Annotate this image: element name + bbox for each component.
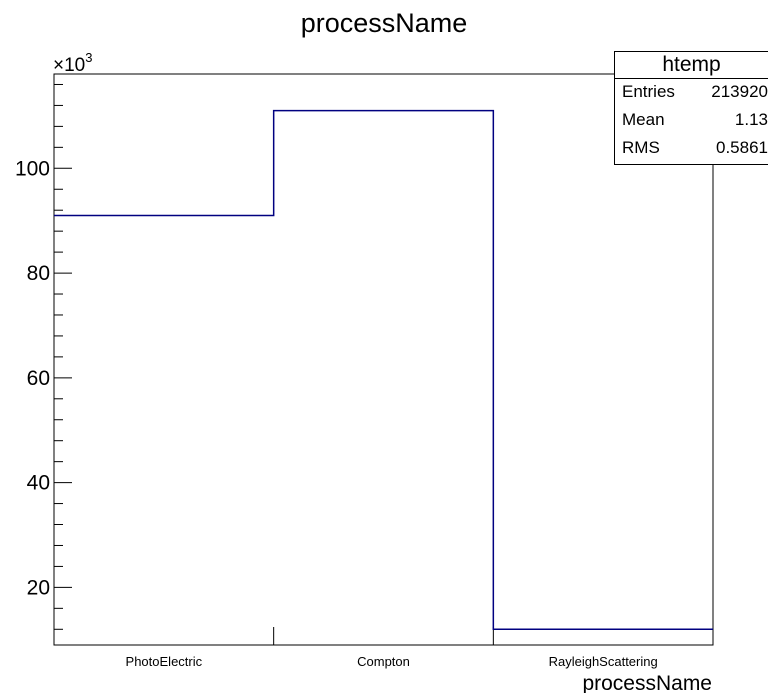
stats-box-title: htemp: [615, 52, 768, 79]
y-tick-label: 80: [27, 262, 50, 285]
stats-row-entries: Entries 213920: [615, 79, 768, 107]
stats-row-rms: RMS 0.5861: [615, 135, 768, 163]
stats-rms-value: 0.5861: [716, 138, 768, 158]
histogram-bin: [493, 629, 713, 645]
histogram-bin: [54, 215, 274, 645]
stats-mean-value: 1.13: [735, 110, 768, 130]
stats-mean-label: Mean: [622, 110, 665, 130]
stats-row-mean: Mean 1.13: [615, 107, 768, 135]
x-tick-label: PhotoElectric: [126, 654, 203, 669]
histogram-series: [54, 111, 713, 645]
x-axis-label: processName: [582, 672, 712, 693]
x-tick-label: RayleighScattering: [549, 654, 658, 669]
y-tick-label: 100: [15, 157, 50, 180]
stats-box: htemp Entries 213920 Mean 1.13 RMS 0.586…: [614, 51, 768, 165]
y-tick-label: 60: [27, 367, 50, 390]
x-tick-label: Compton: [357, 654, 410, 669]
stats-rms-label: RMS: [622, 138, 660, 158]
histogram-bin: [274, 111, 494, 645]
y-tick-label: 20: [27, 576, 50, 599]
stats-entries-value: 213920: [711, 82, 768, 102]
y-multiplier-label: ×103: [53, 50, 92, 76]
y-tick-label: 40: [27, 472, 50, 495]
y-multiplier-exponent: 3: [85, 50, 92, 65]
stats-entries-label: Entries: [622, 82, 675, 102]
